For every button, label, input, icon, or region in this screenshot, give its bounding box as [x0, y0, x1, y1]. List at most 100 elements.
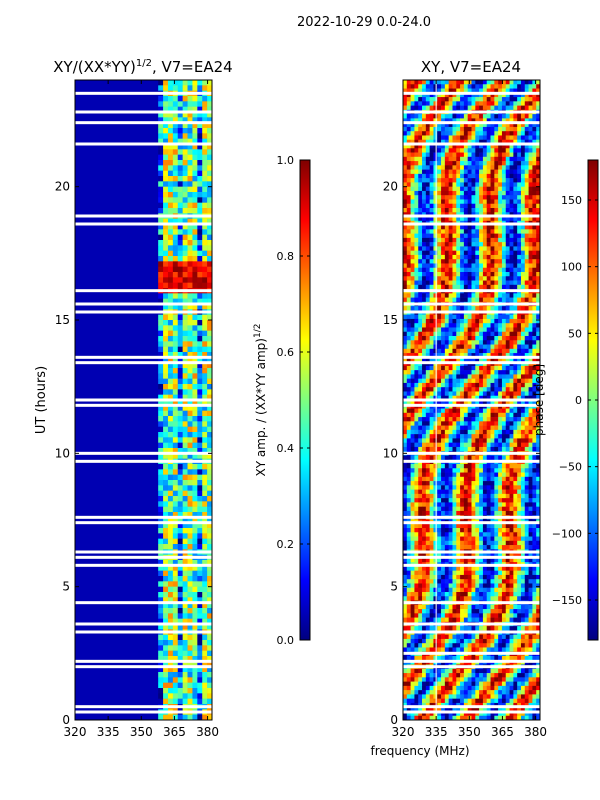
phase-heatmap-cell	[524, 148, 529, 153]
phase-heatmap-cell	[429, 429, 434, 435]
phase-heatmap-cell	[463, 242, 468, 247]
amp-heatmap-cell	[192, 112, 198, 118]
amp-heatmap-cell	[187, 96, 193, 102]
amp-heatmap-cell	[202, 138, 208, 145]
phase-heatmap-cell	[422, 148, 427, 153]
phase-heatmap-cell	[410, 165, 415, 170]
amp-heatmap-cell	[172, 325, 179, 331]
phase-heatmap-cell	[501, 233, 507, 239]
phase-heatmap-cell	[429, 122, 434, 128]
amp-heatmap-cell	[167, 672, 174, 678]
phase-heatmap-cell	[509, 331, 514, 337]
phase-heatmap-cell	[536, 114, 541, 119]
phase-heatmap-cell	[418, 126, 423, 132]
phase-heatmap-cell	[482, 331, 488, 337]
phase-heatmap-cell	[441, 178, 446, 183]
phase-heatmap-cell	[471, 203, 476, 209]
phase-heatmap-cell	[482, 242, 488, 247]
phase-heatmap-cell	[467, 306, 472, 311]
phase-heatmap-cell	[425, 131, 430, 136]
amp-heatmap-cell	[177, 544, 183, 550]
amp-heatmap-cell	[207, 261, 213, 267]
phase-heatmap-cell	[456, 357, 461, 362]
amp-heatmap-cell	[202, 240, 208, 246]
amp-heatmap-cell	[187, 426, 193, 433]
colorbar-tick-label: 0.0	[277, 634, 295, 647]
phase-heatmap-cell	[505, 263, 510, 269]
phase-heatmap-cell	[494, 118, 499, 123]
amp-heatmap-cell	[177, 122, 183, 129]
phase-heatmap-cell	[509, 114, 514, 119]
phase-heatmap-cell	[520, 489, 526, 495]
phase-heatmap-cell	[422, 114, 427, 119]
amp-heatmap-cell	[172, 272, 179, 278]
phase-heatmap-cell	[532, 156, 537, 162]
phase-heatmap-cell	[429, 233, 434, 239]
amp-heatmap-cell	[158, 416, 164, 422]
phase-heatmap-cell	[513, 498, 518, 503]
phase-heatmap-cell	[479, 400, 484, 405]
phase-heatmap-cell	[448, 173, 453, 179]
phase-heatmap-cell	[463, 284, 468, 290]
phase-heatmap-cell	[536, 438, 541, 443]
amp-heatmap-cell	[197, 613, 203, 619]
phase-heatmap-cell	[509, 434, 514, 439]
phase-heatmap-cell	[471, 152, 476, 158]
amp-heatmap-cell	[177, 160, 183, 166]
phase-heatmap-cell	[498, 88, 503, 94]
phase-heatmap-cell	[433, 272, 438, 277]
amp-heatmap-cell	[187, 112, 193, 118]
phase-heatmap-cell	[509, 276, 514, 281]
phase-heatmap-cell	[471, 254, 476, 260]
phase-heatmap-cell	[429, 114, 434, 119]
phase-heatmap-cell	[536, 173, 541, 179]
phase-heatmap-cell	[406, 323, 411, 328]
amp-heatmap-cell	[163, 698, 169, 705]
phase-heatmap-cell	[463, 378, 468, 384]
phase-heatmap-cell	[482, 139, 488, 145]
phase-heatmap-cell	[482, 417, 488, 422]
phase-heatmap-cell	[536, 493, 541, 499]
phase-heatmap-cell	[441, 327, 446, 333]
amp-heatmap-cell	[163, 645, 169, 651]
phase-heatmap-cell	[513, 246, 518, 251]
phase-heatmap-cell	[414, 472, 419, 478]
amp-heatmap-cell	[207, 186, 213, 193]
amp-heatmap-cell	[207, 176, 213, 182]
phase-heatmap-cell	[536, 199, 541, 205]
amp-heatmap-cell	[207, 250, 213, 257]
phase-heatmap-cell	[414, 250, 419, 256]
amp-heatmap-cell	[197, 405, 203, 411]
phase-heatmap-cell	[520, 293, 526, 298]
amp-heatmap-cell	[202, 133, 208, 139]
amp-heatmap-cell	[187, 389, 193, 395]
amp-heatmap-cell	[158, 160, 164, 166]
amp-heatmap-cell	[158, 421, 164, 427]
amp-heatmap-cell	[167, 208, 174, 214]
phase-heatmap-cell	[410, 152, 415, 158]
phase-heatmap-cell	[520, 297, 526, 303]
amp-heatmap-cell	[192, 570, 198, 577]
phase-heatmap-cell	[509, 131, 514, 136]
phase-heatmap-cell	[490, 395, 495, 401]
amp-heatmap-cell	[182, 437, 188, 443]
phase-heatmap-cell	[410, 438, 415, 443]
phase-heatmap-cell	[517, 357, 522, 362]
phase-heatmap-cell	[422, 233, 427, 239]
phase-heatmap-cell	[482, 80, 488, 85]
phase-heatmap-cell	[520, 182, 526, 187]
amp-heatmap-cell	[163, 112, 169, 118]
amp-heatmap-cell	[163, 128, 169, 134]
amp-heatmap-cell	[177, 528, 183, 534]
phase-heatmap-cell	[444, 395, 449, 401]
phase-heatmap-cell	[433, 139, 438, 145]
phase-heatmap-cell	[528, 323, 533, 328]
amp-heatmap-cell	[172, 565, 179, 571]
phase-heatmap-cell	[403, 280, 408, 286]
phase-heatmap-cell	[463, 481, 468, 486]
phase-heatmap-cell	[437, 152, 442, 158]
phase-heatmap-cell	[471, 323, 476, 328]
phase-heatmap-cell	[482, 318, 488, 324]
amp-heatmap-cell	[197, 101, 203, 107]
amp-heatmap-cell	[192, 208, 198, 214]
